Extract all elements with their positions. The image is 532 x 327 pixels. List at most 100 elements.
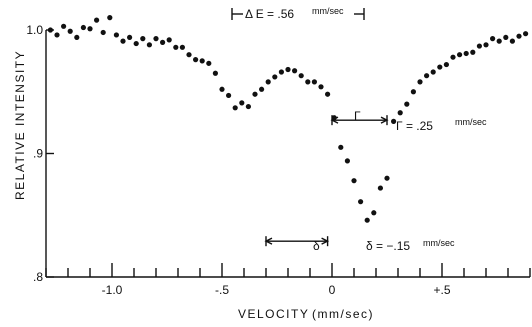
delta-arrowhead-left [264,237,273,245]
data-point [430,69,436,75]
data-point [298,73,304,79]
data-point [47,27,54,33]
data-point [311,79,317,85]
data-point [292,68,298,74]
data-point [344,158,350,164]
data-point [54,32,60,38]
axis-tick-labels: -1.0 -.5 0 +.5 .8 .9 1.0 [26,23,451,297]
axis-ticks [45,29,531,278]
data-point [245,103,251,110]
data-point [74,34,80,41]
data-point [219,86,225,92]
delta-e-annotation: Δ E = .56 mm/sec [231,6,365,21]
gamma-unit: mm/sec [455,117,487,127]
data-point [232,105,238,111]
data-point [410,89,416,95]
x-tick-label: -.5 [215,283,229,297]
data-point [377,185,383,191]
delta-unit: mm/sec [423,238,455,248]
data-points [47,15,529,223]
data-point [476,43,482,49]
data-point [443,61,449,68]
delta-symbol: δ [313,239,320,253]
delta-annotation [264,236,330,247]
data-point [153,36,159,42]
data-point [509,38,515,44]
data-point [305,79,311,85]
data-point [318,84,324,90]
data-point [120,38,126,44]
data-point [226,92,232,99]
data-point [338,144,344,150]
data-point [450,54,456,60]
data-point [325,91,331,97]
data-point [166,37,172,43]
data-point [358,199,364,205]
delta-e-unit: mm/sec [312,6,344,16]
data-point [206,60,212,66]
data-point [285,66,291,73]
data-point [384,175,390,181]
data-point [107,15,113,21]
delta-arrowhead-right [321,237,330,245]
x-axis-title: VELOCITY [238,307,309,321]
data-point [259,86,265,92]
x-tick-label: 0 [329,283,336,297]
data-point [278,69,284,75]
data-point [94,17,100,23]
gamma-symbol: Γ [354,109,361,123]
data-point [483,42,489,48]
data-point [523,31,529,37]
data-point [265,79,271,85]
gamma-annotation [330,115,389,126]
data-point [61,23,67,29]
data-point [252,91,258,97]
data-point [113,32,119,38]
gamma-arrowhead-right [380,116,389,124]
data-point [67,28,73,34]
data-point [391,118,397,124]
data-point [457,52,463,58]
data-point [133,40,139,47]
y-tick-label: .9 [33,147,43,161]
data-point [87,26,93,32]
data-point [463,50,469,57]
delta-label: δ = −.15 [366,239,410,253]
data-point [397,110,403,116]
delta-e-label: Δ E = .56 [245,7,294,21]
x-tick-label: +.5 [433,283,450,297]
data-point [424,73,430,79]
y-tick-label: 1.0 [26,23,43,37]
data-point [146,42,152,48]
data-point [351,178,357,184]
data-point [173,44,179,50]
gamma-label: Γ = .25 [396,119,433,133]
data-point [371,210,377,216]
x-axis-unit: (mm/sec) [312,307,374,321]
data-point [490,36,496,42]
gamma-arrowhead-left [330,116,339,124]
y-axis-title: RELATIVE INTENSITY [13,50,27,200]
data-point [503,34,509,41]
data-point [239,100,245,106]
data-point [496,38,502,44]
data-point [186,52,192,58]
data-point [470,49,476,55]
data-point [193,57,199,63]
data-point [100,29,106,36]
data-point [140,36,146,42]
data-point [364,217,370,223]
data-point [199,58,205,64]
data-point [127,34,133,41]
data-point [417,79,423,85]
data-point [404,101,410,107]
x-tick-label: -1.0 [102,283,123,297]
data-point [80,24,86,31]
data-point [179,44,185,50]
data-point [160,39,166,45]
data-point [272,74,278,80]
data-point [437,64,443,70]
data-point [516,33,522,39]
y-tick-label: .8 [33,270,43,284]
